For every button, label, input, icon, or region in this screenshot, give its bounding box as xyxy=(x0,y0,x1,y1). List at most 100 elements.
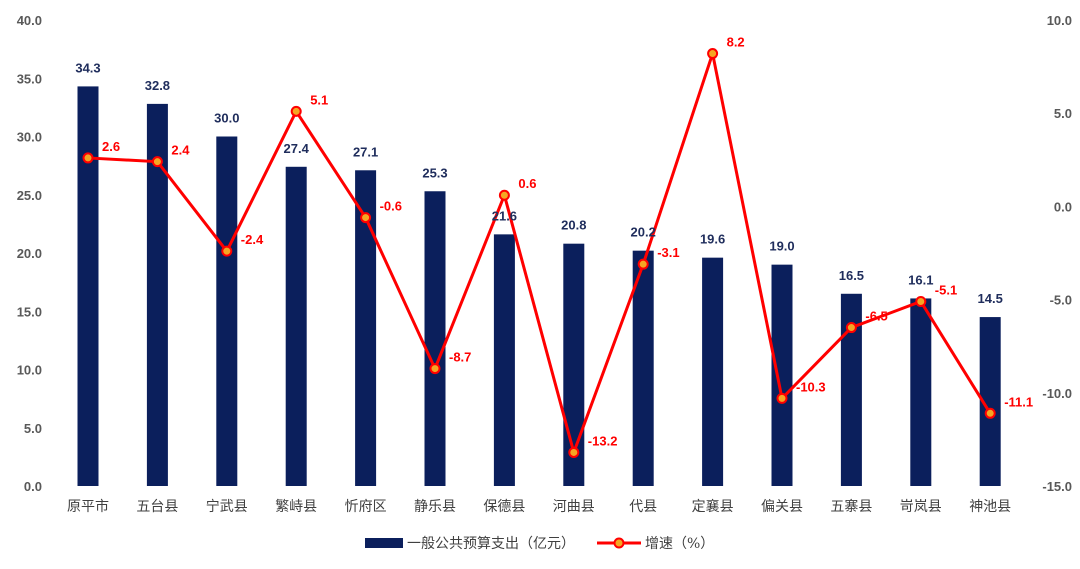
line-marker xyxy=(360,212,372,224)
bar-data-label: 19.6 xyxy=(700,232,725,247)
left-axis-tick-label: 40.0 xyxy=(17,13,42,28)
left-axis-tick-label: 10.0 xyxy=(17,363,42,378)
line-marker xyxy=(707,48,719,60)
line-marker xyxy=(290,105,302,117)
bar-data-label: 19.0 xyxy=(769,239,794,254)
line-data-label: 0.6 xyxy=(518,176,536,191)
bar xyxy=(632,250,654,486)
line-data-label: -6.5 xyxy=(865,309,887,324)
category-label: 宁武县 xyxy=(206,498,248,515)
category-label: 定襄县 xyxy=(692,499,734,515)
bar xyxy=(285,166,307,487)
left-axis-tick-label: 25.0 xyxy=(17,188,42,203)
bar xyxy=(563,243,585,486)
bar xyxy=(216,136,238,486)
line-data-label: 8.2 xyxy=(727,35,745,50)
bar-data-label: 27.1 xyxy=(353,144,378,159)
legend-line-marker xyxy=(613,537,625,549)
line-marker xyxy=(221,245,233,257)
line-marker xyxy=(568,446,580,458)
right-axis-tick-label: 5.0 xyxy=(1054,106,1072,121)
right-axis-tick-label: -10.0 xyxy=(1042,386,1072,401)
line-data-label: 5.1 xyxy=(310,92,328,107)
right-axis-tick-label: 0.0 xyxy=(1054,199,1072,214)
left-axis-tick-label: 35.0 xyxy=(17,71,42,86)
bar-data-label: 34.3 xyxy=(75,60,100,75)
legend-bar-label: 一般公共预算支出（亿元） xyxy=(407,536,575,552)
bar xyxy=(702,257,724,486)
category-label: 原平市 xyxy=(67,498,109,515)
bar xyxy=(979,317,1001,486)
category-label: 五寨县 xyxy=(830,498,872,515)
left-axis-tick-label: 5.0 xyxy=(24,421,42,436)
line-data-label: 2.4 xyxy=(171,143,190,158)
bar xyxy=(493,234,515,486)
category-label: 五台县 xyxy=(136,499,178,515)
category-label: 繁峙县 xyxy=(275,499,317,515)
line-marker xyxy=(776,392,788,404)
legend-line-label: 增速（%） xyxy=(645,536,714,552)
bar xyxy=(424,191,446,486)
line-marker xyxy=(915,295,927,307)
bar xyxy=(77,86,99,486)
bar-data-label: 27.4 xyxy=(284,141,310,156)
left-axis-tick-label: 0.0 xyxy=(24,479,42,494)
category-label: 岢岚县 xyxy=(900,499,942,515)
bar-data-label: 32.8 xyxy=(145,78,170,93)
bar xyxy=(355,170,377,486)
bar xyxy=(840,293,862,486)
legend-bar-swatch xyxy=(365,538,403,548)
line-series xyxy=(82,47,996,458)
line-data-labels: 2.6 2.4 -2.4 5.1 -0.6 -8.7 0.6 -13.2 -3.1 8.2 -10.… xyxy=(102,35,1033,449)
line-marker xyxy=(151,156,163,168)
bar-series xyxy=(77,86,1001,487)
right-axis: -15.0 -10.0 -5.0 0.0 5.0 10.0 xyxy=(1042,13,1072,494)
bar-data-label: 16.1 xyxy=(908,272,933,287)
bar xyxy=(910,298,932,486)
line-data-label: -2.4 xyxy=(241,232,264,247)
bar xyxy=(771,264,793,486)
right-axis-tick-label: 10.0 xyxy=(1047,13,1072,28)
line-data-label: -5.1 xyxy=(935,282,957,297)
category-axis: 原平市 五台县 宁武县 繁峙县 忻府区 静乐县 保德县 河曲县 代县 定襄县 偏关县 五寨县 岢岚县 神池… xyxy=(67,498,1011,515)
left-axis-tick-label: 15.0 xyxy=(17,304,42,319)
category-label: 忻府区 xyxy=(345,499,387,515)
bar-data-label: 20.8 xyxy=(561,218,586,233)
category-label: 偏关县 xyxy=(761,499,803,515)
line-marker xyxy=(82,152,94,164)
line-marker xyxy=(637,258,649,270)
bar-data-label: 20.2 xyxy=(631,225,656,240)
left-axis-tick-label: 30.0 xyxy=(17,130,42,145)
line-data-label: -8.7 xyxy=(449,350,471,365)
legend: 一般公共预算支出（亿元） 增速（%） xyxy=(365,536,714,552)
left-axis-tick-label: 20.0 xyxy=(17,246,42,261)
category-label: 河曲县 xyxy=(553,499,595,515)
bar xyxy=(146,103,168,486)
category-label: 保德县 xyxy=(483,499,525,515)
bar-data-labels: 34.3 32.8 30.0 27.4 27.1 25.3 21.6 20.8 20.2 19.6… xyxy=(75,60,1003,306)
line-marker xyxy=(845,322,857,334)
line-data-label: -10.3 xyxy=(796,379,826,394)
line-marker xyxy=(429,363,441,375)
bar-data-label: 16.5 xyxy=(839,268,864,283)
bar-data-label: 14.5 xyxy=(978,291,1003,306)
line-data-label: -13.2 xyxy=(588,433,618,448)
category-label: 神池县 xyxy=(969,499,1011,515)
growth-line xyxy=(87,47,992,458)
line-data-label: 2.6 xyxy=(102,139,120,154)
line-data-label: -3.1 xyxy=(657,245,679,260)
line-data-label: -11.1 xyxy=(1004,394,1033,409)
line-marker xyxy=(498,189,510,201)
bar-data-label: 25.3 xyxy=(422,165,447,180)
bar-data-label: 30.0 xyxy=(214,111,239,126)
line-data-label: -0.6 xyxy=(380,199,402,214)
category-label: 静乐县 xyxy=(414,499,456,515)
right-axis-tick-label: -15.0 xyxy=(1042,479,1072,494)
left-axis: 0.0 5.0 10.0 15.0 20.0 25.0 30.0 35.0 40.0 xyxy=(17,13,42,494)
bar-data-label: 21.6 xyxy=(492,208,517,223)
line-marker xyxy=(984,407,996,419)
category-label: 代县 xyxy=(629,499,657,515)
